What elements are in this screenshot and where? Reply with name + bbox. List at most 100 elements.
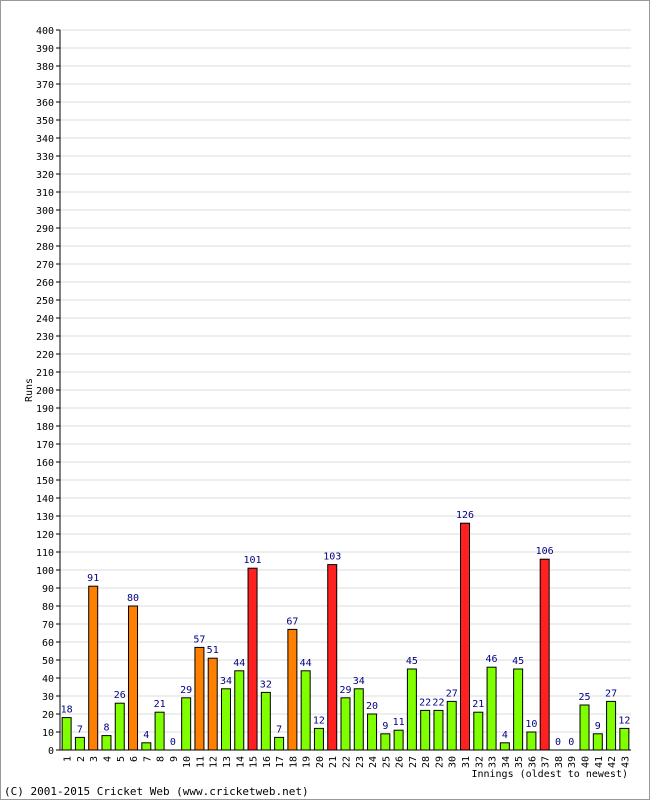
x-tick-label: 2 bbox=[76, 756, 87, 762]
data-label: 34 bbox=[220, 676, 232, 687]
data-label: 29 bbox=[180, 685, 192, 696]
y-tick-label: 50 bbox=[42, 656, 54, 667]
bar bbox=[274, 736, 285, 751]
x-tick-label: 9 bbox=[169, 756, 180, 762]
data-label: 44 bbox=[233, 658, 245, 669]
data-label: 4 bbox=[143, 730, 149, 741]
x-tick-label: 8 bbox=[156, 756, 167, 762]
y-tick-label: 20 bbox=[42, 710, 54, 721]
bar bbox=[194, 646, 205, 751]
bar bbox=[433, 709, 444, 751]
x-tick-label: 14 bbox=[235, 756, 246, 768]
x-axis-label: Innings (oldest to newest) bbox=[471, 769, 628, 780]
x-tick-label: 35 bbox=[514, 756, 525, 768]
bar bbox=[420, 709, 431, 751]
x-tick-label: 24 bbox=[368, 756, 379, 768]
y-tick-label: 370 bbox=[36, 80, 54, 91]
x-tick-label: 15 bbox=[249, 756, 260, 768]
y-tick-label: 250 bbox=[36, 296, 54, 307]
data-label: 126 bbox=[456, 510, 474, 521]
data-label: 9 bbox=[595, 721, 601, 732]
x-tick-label: 29 bbox=[434, 756, 445, 768]
bar bbox=[88, 585, 99, 751]
x-tick-label: 18 bbox=[288, 756, 299, 768]
data-label: 67 bbox=[286, 616, 298, 627]
data-label: 8 bbox=[103, 723, 109, 734]
bar bbox=[313, 727, 324, 751]
bar bbox=[486, 666, 497, 751]
x-tick-label: 5 bbox=[116, 756, 127, 762]
data-label: 57 bbox=[193, 634, 205, 645]
x-tick-label: 22 bbox=[342, 756, 353, 768]
x-tick-label: 38 bbox=[554, 756, 565, 768]
data-label: 0 bbox=[170, 737, 176, 748]
y-tick-label: 140 bbox=[36, 494, 54, 505]
data-label: 44 bbox=[300, 658, 312, 669]
y-tick-label: 80 bbox=[42, 602, 54, 613]
bar bbox=[74, 736, 85, 751]
x-tick-label: 17 bbox=[275, 756, 286, 768]
x-tick-label: 11 bbox=[195, 756, 206, 768]
y-tick-label: 330 bbox=[36, 152, 54, 163]
bar bbox=[300, 670, 311, 751]
x-tick-label: 40 bbox=[581, 756, 592, 768]
data-label: 101 bbox=[244, 555, 262, 566]
x-tick-label: 43 bbox=[620, 756, 631, 768]
x-tick-label: 36 bbox=[527, 756, 538, 768]
bar bbox=[260, 691, 271, 751]
x-tick-label: 27 bbox=[408, 756, 419, 768]
data-label: 9 bbox=[382, 721, 388, 732]
x-tick-label: 7 bbox=[142, 756, 153, 762]
x-tick-label: 13 bbox=[222, 756, 233, 768]
y-tick-label: 290 bbox=[36, 224, 54, 235]
data-label: 0 bbox=[555, 737, 561, 748]
data-label: 45 bbox=[512, 656, 524, 667]
data-label: 11 bbox=[393, 717, 405, 728]
bar bbox=[526, 731, 537, 751]
x-tick-label: 33 bbox=[488, 756, 499, 768]
data-label: 106 bbox=[536, 546, 554, 557]
data-label: 20 bbox=[366, 701, 378, 712]
y-tick-label: 320 bbox=[36, 170, 54, 181]
data-label: 91 bbox=[87, 573, 99, 584]
x-tick-label: 42 bbox=[607, 756, 618, 768]
y-tick-label: 340 bbox=[36, 134, 54, 145]
bar bbox=[181, 697, 192, 751]
y-tick-label: 350 bbox=[36, 116, 54, 127]
bar bbox=[327, 564, 338, 751]
x-tick-label: 1 bbox=[63, 756, 74, 762]
data-label: 10 bbox=[525, 719, 537, 730]
data-label: 51 bbox=[207, 645, 219, 656]
data-label: 18 bbox=[61, 705, 73, 716]
y-tick-label: 100 bbox=[36, 566, 54, 577]
y-tick-label: 190 bbox=[36, 404, 54, 415]
y-tick-label: 200 bbox=[36, 386, 54, 397]
y-tick-label: 110 bbox=[36, 548, 54, 559]
data-label: 22 bbox=[419, 697, 431, 708]
x-tick-label: 34 bbox=[501, 756, 512, 768]
y-tick-label: 60 bbox=[42, 638, 54, 649]
bar bbox=[61, 717, 72, 751]
bar bbox=[380, 733, 391, 751]
bar bbox=[141, 742, 152, 751]
bar bbox=[234, 670, 245, 751]
y-tick-label: 210 bbox=[36, 368, 54, 379]
y-tick-label: 380 bbox=[36, 62, 54, 73]
y-tick-label: 30 bbox=[42, 692, 54, 703]
data-label: 29 bbox=[339, 685, 351, 696]
data-label: 7 bbox=[77, 724, 83, 735]
y-tick-label: 40 bbox=[42, 674, 54, 685]
x-tick-label: 25 bbox=[381, 756, 392, 768]
x-tick-label: 31 bbox=[461, 756, 472, 768]
x-tick-label: 41 bbox=[594, 756, 605, 768]
x-tick-label: 26 bbox=[395, 756, 406, 768]
data-label: 27 bbox=[446, 688, 458, 699]
data-label: 22 bbox=[432, 697, 444, 708]
bar bbox=[101, 735, 112, 751]
x-tick-label: 39 bbox=[567, 756, 578, 768]
x-tick-label: 3 bbox=[89, 756, 100, 762]
y-tick-label: 360 bbox=[36, 98, 54, 109]
y-axis-label: Runs bbox=[24, 378, 35, 402]
x-tick-label: 23 bbox=[355, 756, 366, 768]
x-tick-label: 20 bbox=[315, 756, 326, 768]
